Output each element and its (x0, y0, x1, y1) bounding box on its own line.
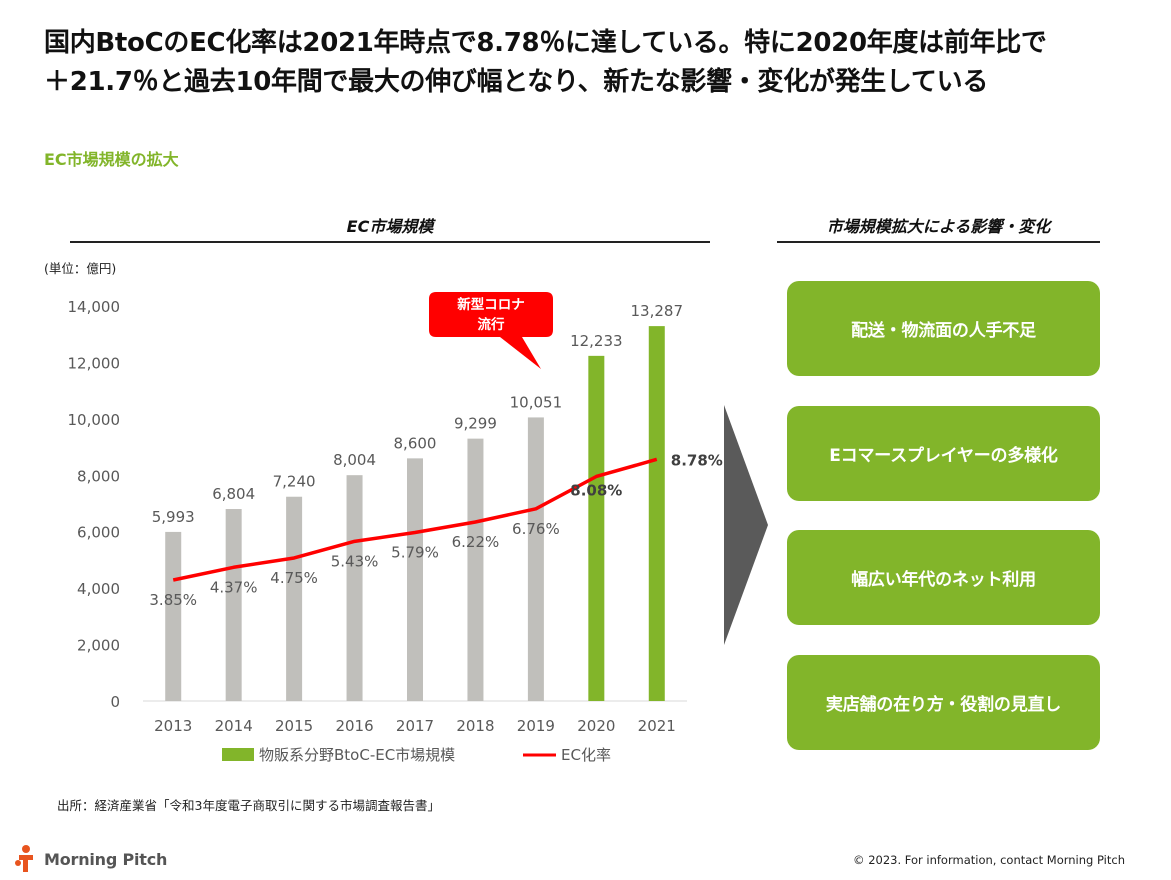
y-tick-label: 0 (110, 693, 120, 711)
y-tick-label: 14,000 (68, 298, 121, 316)
bar-2015 (286, 496, 303, 701)
headline-line-1: 国内BtoCのEC化率は2021年時点で8.78％に達している。特に2020年度… (44, 28, 1047, 58)
ec-rate-label: 6.22% (452, 533, 500, 551)
x-tick-label: 2014 (215, 717, 253, 735)
section-title: EC市場規模の拡大 (44, 150, 179, 169)
impact-box-store-role: 実店舗の在り方・役割の見直し (787, 655, 1100, 750)
copyright: © 2023. For information, contact Morning… (853, 853, 1125, 867)
y-tick-label: 6,000 (77, 524, 120, 542)
bar-2019 (527, 417, 544, 701)
x-tick-label: 2013 (154, 717, 192, 735)
left-column-title: EC市場規模 (346, 217, 434, 236)
bar-2017 (407, 458, 423, 701)
x-tick-label: 2017 (396, 717, 434, 735)
bar-value-label: 5,993 (152, 508, 195, 526)
bar-value-label: 9,299 (454, 415, 497, 433)
ec-rate-label: 5.79% (391, 544, 439, 562)
x-tick-label: 2016 (335, 717, 373, 735)
ec-rate-label: 4.37% (210, 578, 258, 596)
left-column-rule (70, 241, 710, 243)
legend-label-bar: 物販系分野BtoC-EC市場規模 (259, 746, 455, 764)
bar-2014 (225, 509, 242, 701)
brand-name: Morning Pitch (44, 849, 168, 869)
ec-rate-label: 4.75% (270, 569, 318, 587)
ec-rate-label: 3.85% (149, 591, 197, 609)
callout-bubble (429, 292, 553, 369)
bar-2018 (467, 438, 484, 701)
chart-legend: 物販系分野BtoC-EC市場規模 EC化率 (222, 746, 611, 764)
x-tick-label: 2015 (275, 717, 313, 735)
x-tick-label: 2019 (517, 717, 555, 735)
ec-rate-label: 6.76% (512, 520, 560, 538)
y-tick-label: 12,000 (68, 354, 121, 372)
right-column-rule (777, 241, 1100, 243)
x-tick-label: 2021 (638, 717, 676, 735)
y-tick-label: 10,000 (68, 411, 121, 429)
x-tick-label: 2020 (577, 717, 615, 735)
legend-swatch-bar (222, 748, 254, 761)
ec-rate-label: 8.78% (671, 451, 723, 469)
impact-box-logistics: 配送・物流面の人手不足 (787, 281, 1100, 376)
bar-value-label: 7,240 (273, 473, 316, 491)
bar-2020 (588, 355, 605, 701)
y-tick-label: 8,000 (77, 467, 120, 485)
callout-line-2: 流行 (478, 316, 505, 333)
impact-box-player-diversity: Eコマースプレイヤーの多様化 (787, 406, 1100, 501)
headline-line-2: ＋21.7％と過去10年間で最大の伸び幅となり、新たな影響・変化が発生している (44, 67, 989, 97)
impact-box-age-range: 幅広い年代のネット利用 (787, 530, 1100, 625)
bar-value-label: 12,233 (570, 332, 623, 350)
ec-rate-label: 5.43% (331, 552, 379, 570)
bar-value-label: 8,004 (333, 451, 376, 469)
callout-line-1: 新型コロナ (457, 296, 525, 313)
bar-value-label: 6,804 (212, 485, 255, 503)
x-tick-label: 2018 (456, 717, 494, 735)
ec-rate-label: 8.08% (570, 481, 622, 499)
right-column-title: 市場規模拡大による影響・変化 (826, 217, 1051, 236)
ec-rate-line (172, 457, 658, 582)
covid-callout: 新型コロナ 流行 (429, 292, 553, 369)
morning-pitch-logo-icon (15, 845, 33, 872)
legend-label-line: EC化率 (561, 746, 611, 764)
bar-value-label: 13,287 (631, 302, 684, 320)
source-note: 出所：経済産業省「令和3年度電子商取引に関する市場調査報告書」 (57, 798, 440, 813)
headline: 国内BtoCのEC化率は2021年時点で8.78％に達している。特に2020年度… (44, 24, 1134, 102)
unit-label: (単位：億円) (44, 261, 117, 276)
bar-2013 (165, 531, 182, 701)
y-tick-label: 4,000 (77, 580, 120, 598)
right-arrow-icon (724, 405, 768, 645)
bar-2021 (648, 326, 665, 701)
bar-value-label: 8,600 (394, 434, 437, 452)
bar-2016 (346, 475, 363, 701)
y-tick-label: 2,000 (77, 637, 120, 655)
brand-logo: Morning Pitch (14, 844, 167, 874)
bar-value-label: 10,051 (510, 393, 563, 411)
